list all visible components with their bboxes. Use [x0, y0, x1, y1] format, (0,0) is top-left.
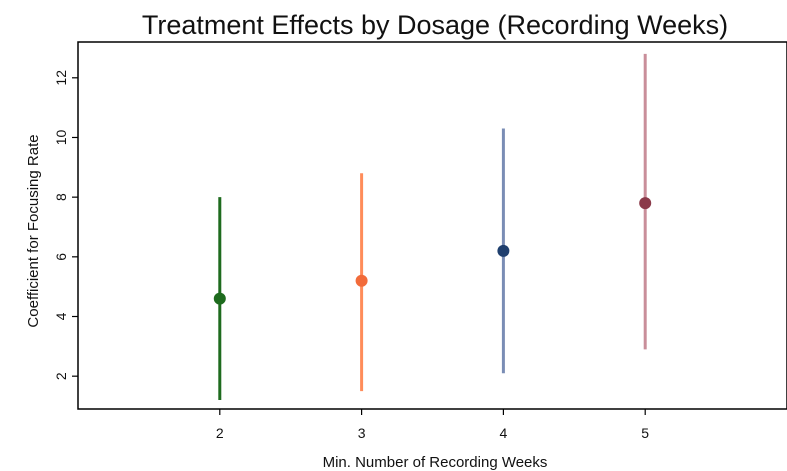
y-tick-label: 12: [53, 70, 69, 86]
point-estimate: [213, 292, 226, 305]
data-marks: [213, 53, 652, 401]
x-tick-label: 2: [216, 425, 224, 441]
chart-title: Treatment Effects by Dosage (Recording W…: [142, 10, 728, 40]
y-tick-label: 8: [53, 193, 69, 201]
y-tick-label: 6: [53, 253, 69, 261]
x-tick-label: 4: [500, 425, 508, 441]
y-tick-label: 2: [53, 372, 69, 380]
y-tick-label: 4: [53, 312, 69, 320]
plot-area: [77, 41, 787, 410]
y-axis: 2 4 6 8 10 12: [53, 70, 78, 380]
x-tick-label: 5: [641, 425, 649, 441]
point-estimate: [639, 197, 652, 210]
point-estimate: [497, 244, 510, 257]
x-tick-label: 3: [358, 425, 366, 441]
y-tick-label: 10: [53, 129, 69, 145]
x-axis-label: Min. Number of Recording Weeks: [323, 454, 548, 471]
y-axis-label: Coefficient for Focusing Rate: [25, 134, 42, 327]
x-axis: 2 3 4 5: [216, 409, 649, 441]
point-estimate: [355, 274, 368, 287]
